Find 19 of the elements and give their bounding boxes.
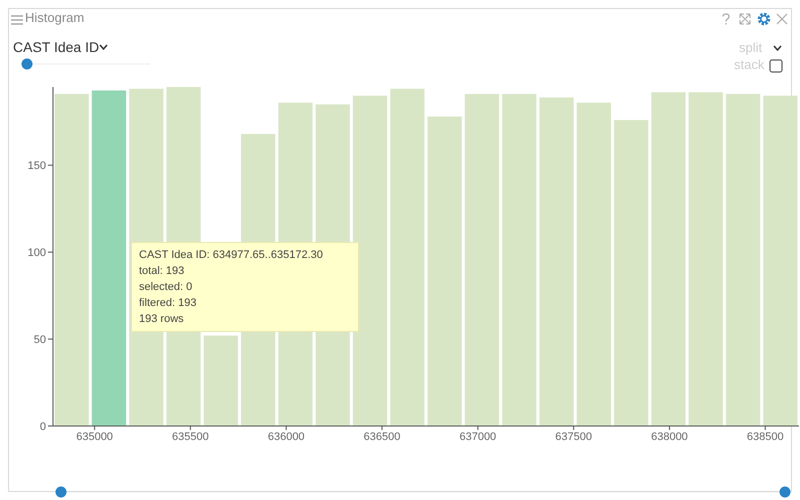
x-tick-label: 636000 bbox=[268, 430, 305, 443]
x-tick-label: 635500 bbox=[172, 430, 209, 443]
annotation: 193 rows bbox=[139, 312, 185, 327]
x-tick-label: 637500 bbox=[555, 430, 592, 443]
chart-title: Histogram bbox=[25, 10, 84, 25]
x-tick-label: 638000 bbox=[651, 430, 688, 443]
annotation: total: 193 bbox=[139, 264, 186, 279]
x-tick-label: 636500 bbox=[364, 430, 400, 443]
x-tick-label: 635000 bbox=[76, 430, 113, 443]
y-tick-label: 100 bbox=[28, 247, 46, 260]
annotation: CAST Idea ID: 634977.65..635172.30 bbox=[139, 248, 324, 263]
x-tick-label: 637000 bbox=[459, 430, 496, 443]
y-tick-label: 50 bbox=[34, 334, 46, 346]
annotation: filtered: 193 bbox=[139, 296, 198, 311]
x-tick-label: 638500 bbox=[746, 430, 784, 443]
y-tick-label: 0 bbox=[40, 420, 46, 433]
x-axis-title: CAST Idea ID bbox=[13, 39, 100, 55]
annotation: selected: 0 bbox=[139, 280, 194, 295]
y-tick-label: 150 bbox=[28, 160, 46, 172]
